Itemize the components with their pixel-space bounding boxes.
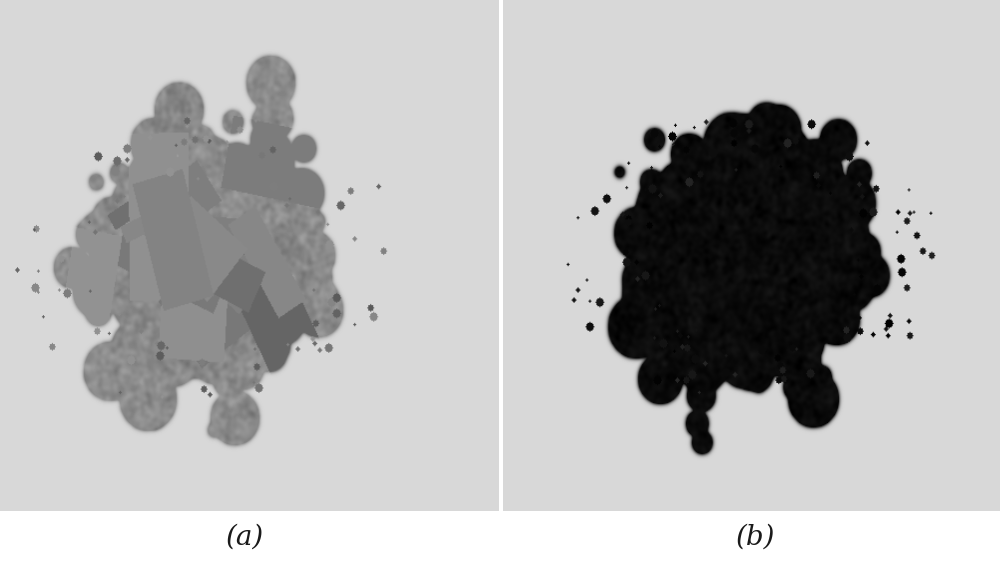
Text: (b): (b)	[735, 523, 775, 550]
Text: (a): (a)	[226, 523, 264, 550]
